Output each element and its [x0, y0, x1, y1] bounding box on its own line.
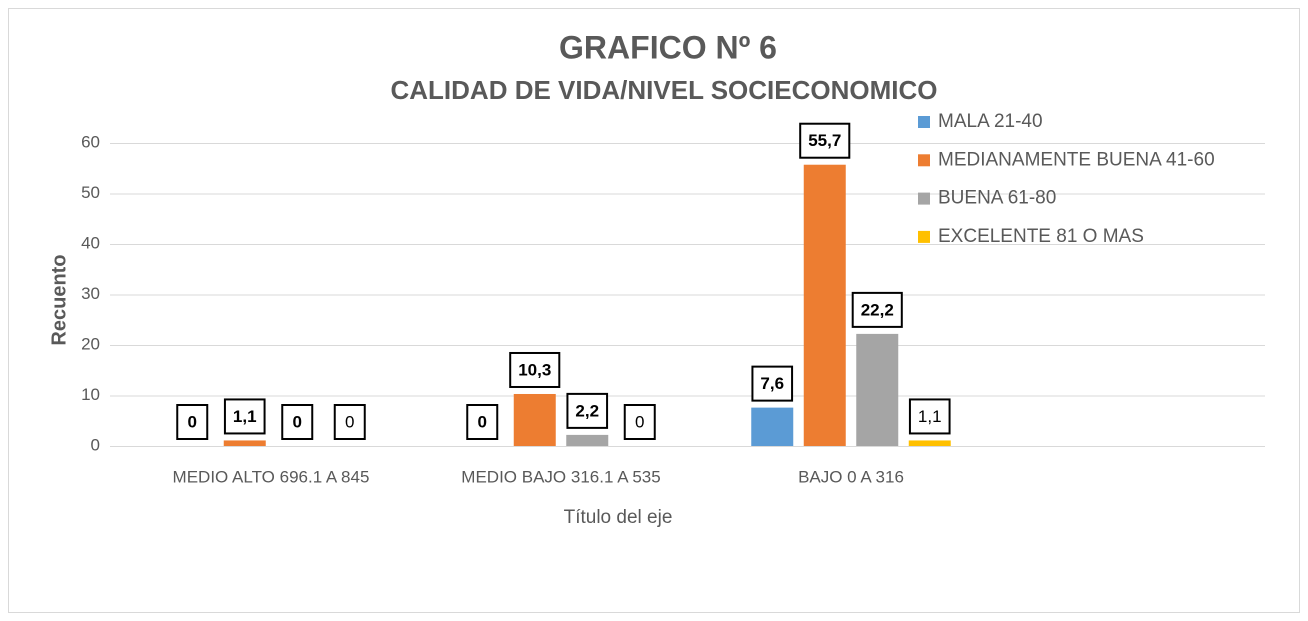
legend-label: BUENA 61-80	[938, 188, 1056, 209]
legend-label: MALA 21-40	[938, 111, 1043, 132]
bar	[751, 407, 794, 446]
data-label: 55,7	[808, 131, 841, 150]
y-tick-label: 10	[81, 385, 100, 404]
bar	[803, 164, 846, 446]
data-label: 1,1	[233, 407, 257, 426]
y-tick-label: 50	[81, 183, 100, 202]
data-label-box	[281, 404, 314, 440]
legend-swatch	[918, 230, 930, 243]
data-label-box	[623, 404, 656, 440]
bar	[908, 440, 951, 446]
chart-border	[8, 8, 1300, 613]
chart-subtitle: CALIDAD DE VIDA/NIVEL SOCIECONOMICO	[390, 75, 937, 105]
data-label-box	[176, 404, 209, 440]
x-axis-title: Título del eje	[564, 507, 673, 528]
data-label-box	[223, 398, 266, 435]
data-label: 0	[188, 412, 197, 431]
data-label: 0	[293, 412, 302, 431]
data-label-box	[466, 404, 499, 440]
legend-label: EXCELENTE 81 O MAS	[938, 226, 1144, 247]
y-tick-label: 60	[81, 132, 100, 151]
data-label-box	[751, 365, 794, 402]
y-tick-label: 20	[81, 334, 100, 353]
y-tick-label: 30	[81, 284, 100, 303]
data-label-box	[851, 291, 903, 328]
x-tick-label: MEDIO BAJO 316.1 A 535	[461, 467, 660, 486]
y-axis-title: Recuento	[48, 254, 70, 345]
data-label: 1,1	[918, 407, 942, 426]
x-tick-label: MEDIO ALTO 696.1 A 845	[173, 467, 370, 486]
data-label-box	[799, 122, 851, 159]
bar	[513, 393, 556, 446]
legend-swatch	[918, 154, 930, 167]
data-label: 0	[478, 412, 487, 431]
bar	[223, 440, 266, 446]
data-label: 7,6	[760, 374, 784, 393]
data-label: 0	[345, 412, 354, 431]
x-tick-label: BAJO 0 A 316	[798, 467, 904, 486]
data-label: 0	[635, 412, 644, 431]
data-label: 22,2	[861, 300, 894, 319]
legend-label: MEDIANAMENTE BUENA 41-60	[938, 149, 1215, 170]
y-tick-label: 40	[81, 233, 100, 252]
chart-title: GRAFICO Nº 6	[559, 29, 777, 65]
data-label-box	[509, 351, 561, 388]
data-label-box	[566, 392, 609, 429]
data-label: 2,2	[575, 401, 599, 420]
data-label-box	[908, 398, 951, 435]
data-label: 10,3	[518, 360, 551, 379]
legend-swatch	[918, 192, 930, 205]
legend-swatch	[918, 116, 930, 128]
data-label-box	[333, 404, 366, 440]
y-tick-label: 0	[91, 435, 100, 454]
bar	[566, 434, 609, 446]
bar	[856, 333, 899, 446]
